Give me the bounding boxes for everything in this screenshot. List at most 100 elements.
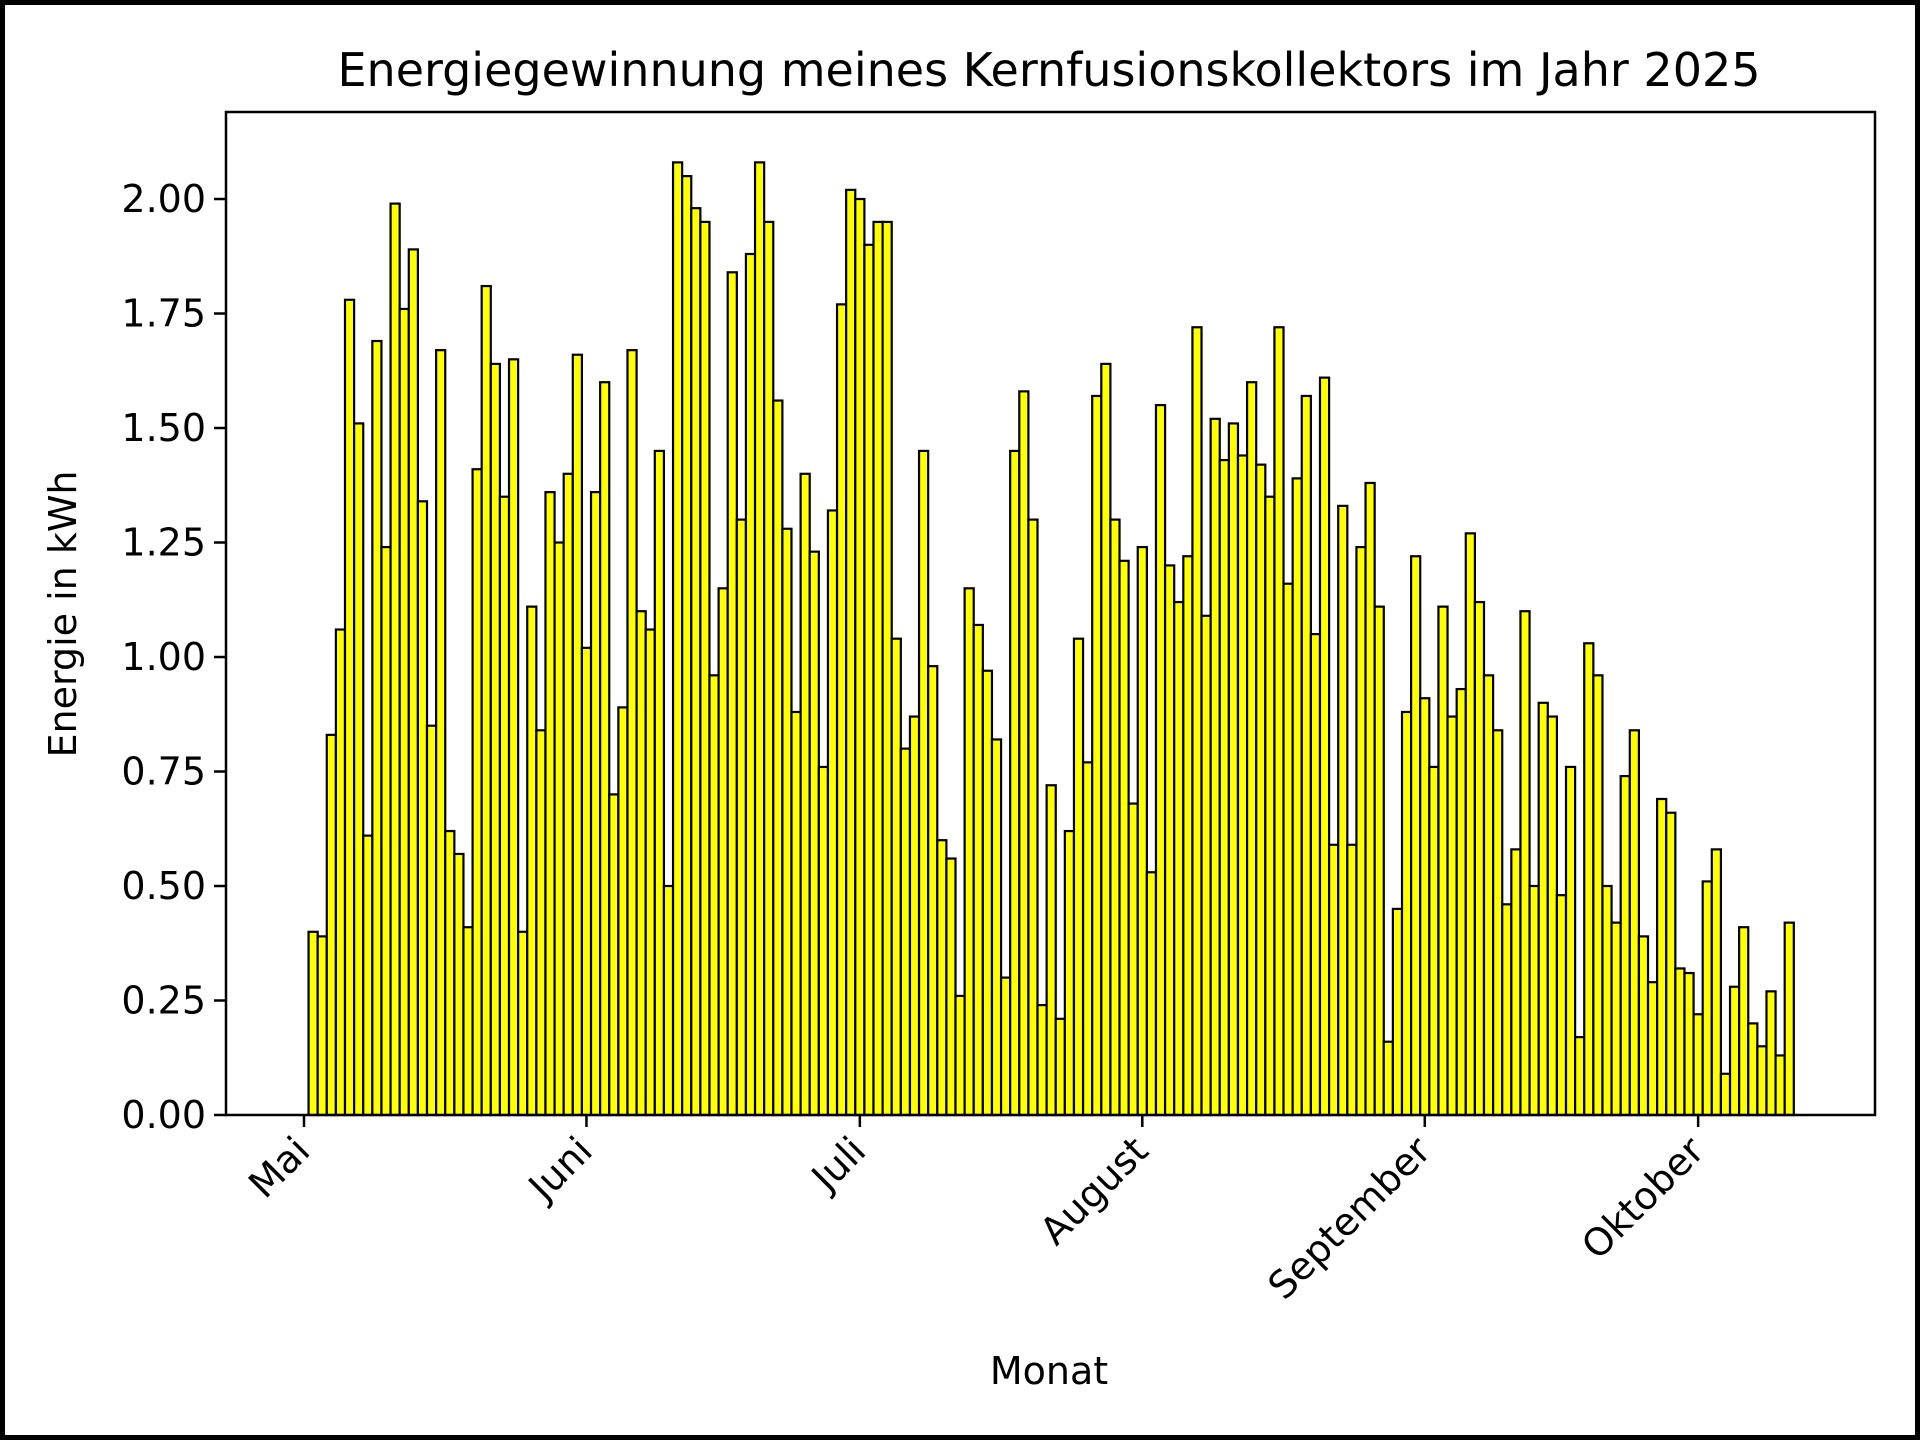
bar xyxy=(753,161,766,1117)
x-tick-label: Mai xyxy=(240,1128,318,1206)
bar xyxy=(1109,518,1121,1117)
bar xyxy=(307,930,319,1117)
bar-chart: Energiegewinnung meines Kernfusionskolle… xyxy=(41,43,1877,1393)
bar xyxy=(1145,871,1158,1117)
bar xyxy=(1255,463,1267,1117)
bar xyxy=(690,207,702,1117)
bar xyxy=(1054,1017,1066,1117)
chart-title: Energiegewinnung meines Kernfusionskolle… xyxy=(337,43,1760,97)
y-tick-label: 0.25 xyxy=(121,979,206,1023)
bar xyxy=(325,733,337,1117)
x-tick-label: Juli xyxy=(802,1128,874,1200)
bar xyxy=(1710,848,1723,1117)
bar xyxy=(1382,1040,1394,1117)
bar xyxy=(972,623,984,1117)
bar xyxy=(671,161,684,1117)
bar xyxy=(708,674,720,1117)
bar xyxy=(1519,610,1531,1117)
bar xyxy=(362,834,374,1117)
bar xyxy=(781,527,793,1117)
bar xyxy=(1118,559,1130,1117)
bar xyxy=(927,665,939,1117)
bar xyxy=(1072,637,1085,1117)
bar xyxy=(717,587,729,1117)
bar xyxy=(954,994,966,1117)
bar xyxy=(1501,903,1513,1117)
bar xyxy=(507,358,520,1117)
bar xyxy=(571,353,584,1117)
bar xyxy=(1656,797,1668,1117)
bar xyxy=(407,248,420,1117)
bar xyxy=(1391,907,1404,1117)
x-tick-label: August xyxy=(1032,1128,1157,1253)
bar xyxy=(936,839,948,1117)
bar xyxy=(617,706,629,1117)
bar xyxy=(1163,564,1176,1117)
bar xyxy=(1273,326,1285,1117)
bar xyxy=(1583,642,1595,1117)
bar xyxy=(1428,765,1440,1117)
bar xyxy=(1564,765,1577,1117)
bar xyxy=(817,765,830,1117)
bar xyxy=(735,518,748,1117)
y-tick-label: 0.00 xyxy=(121,1093,206,1137)
bar xyxy=(744,252,757,1117)
y-tick-label: 1.50 xyxy=(121,406,206,450)
bar xyxy=(1555,894,1568,1117)
bar xyxy=(1628,729,1641,1117)
x-axis: Mai Juni Juli August September Oktober xyxy=(240,1115,1713,1308)
bar xyxy=(808,550,820,1117)
bar xyxy=(1601,884,1613,1117)
x-tick-label: Juni xyxy=(519,1128,601,1210)
bar xyxy=(917,449,930,1117)
bar xyxy=(981,669,994,1117)
bar xyxy=(890,637,902,1117)
bar xyxy=(1738,926,1750,1117)
bar xyxy=(1619,774,1631,1117)
bar xyxy=(580,646,593,1117)
bar xyxy=(1318,376,1331,1117)
bar xyxy=(1300,394,1312,1117)
bar xyxy=(1765,990,1777,1117)
bar xyxy=(1337,504,1349,1117)
bar xyxy=(526,605,538,1117)
bar xyxy=(1373,605,1385,1117)
bar xyxy=(999,976,1012,1117)
bar xyxy=(498,495,511,1117)
bar xyxy=(599,381,611,1117)
bar xyxy=(1209,417,1221,1117)
bar xyxy=(899,747,912,1117)
bar xyxy=(1783,921,1795,1117)
y-tick-label: 0.75 xyxy=(121,750,206,794)
bar xyxy=(416,500,429,1117)
bar xyxy=(1227,422,1240,1117)
bar xyxy=(662,884,675,1117)
bar xyxy=(1036,1003,1048,1117)
plot-area-frame xyxy=(224,110,1877,1117)
bar xyxy=(1464,532,1476,1117)
bar xyxy=(653,449,666,1117)
bar xyxy=(608,793,620,1117)
bar xyxy=(1574,1036,1586,1117)
bar xyxy=(799,472,811,1117)
bar xyxy=(908,715,921,1117)
bar xyxy=(1419,697,1431,1117)
y-tick-label: 0.50 xyxy=(121,864,206,908)
bar xyxy=(462,926,474,1117)
bar xyxy=(1674,967,1686,1117)
bar xyxy=(1327,843,1340,1117)
bar xyxy=(1027,518,1039,1117)
bars-group xyxy=(307,161,1795,1117)
y-tick-label: 1.25 xyxy=(121,521,206,565)
bar xyxy=(517,930,529,1117)
bar xyxy=(845,188,857,1117)
bar xyxy=(1728,985,1741,1117)
bar xyxy=(1127,802,1139,1117)
bar xyxy=(343,298,356,1117)
bar xyxy=(1346,843,1358,1117)
bar xyxy=(1492,729,1504,1117)
bar xyxy=(1355,545,1367,1117)
bar xyxy=(1100,362,1112,1117)
bar xyxy=(963,587,975,1117)
bar xyxy=(1154,404,1167,1117)
